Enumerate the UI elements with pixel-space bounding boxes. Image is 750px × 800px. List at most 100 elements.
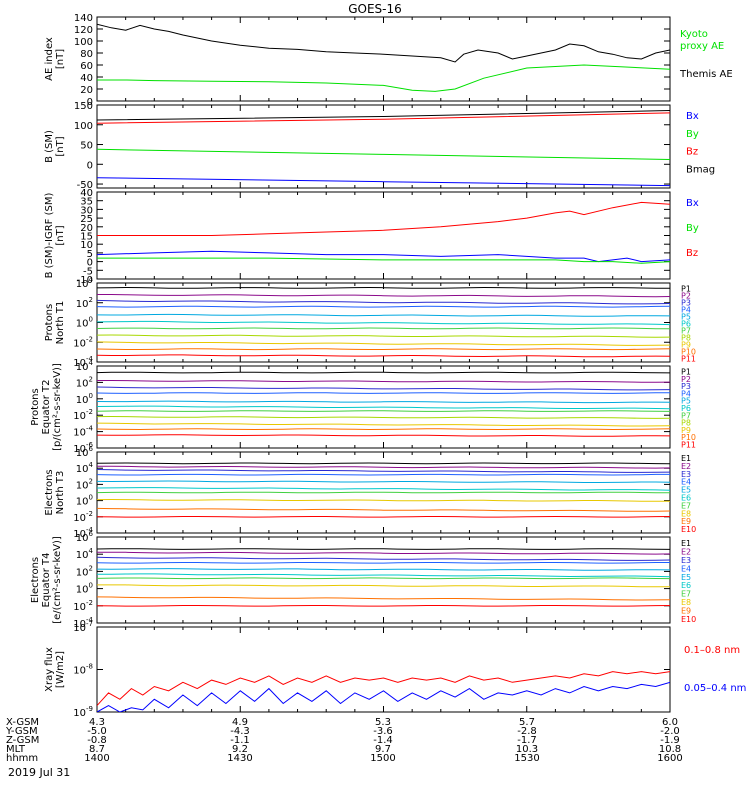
channel-p2 bbox=[97, 294, 670, 298]
y-tick-label: 15 bbox=[80, 232, 93, 243]
series-bx bbox=[97, 177, 670, 187]
ephem-value: 9.2 bbox=[232, 744, 248, 755]
y-tick-label: 104 bbox=[76, 461, 94, 475]
legend-e8: E8 bbox=[681, 598, 691, 607]
legend-p1: P1 bbox=[681, 368, 691, 377]
y-tick-label: 10-8 bbox=[73, 663, 93, 677]
legend-bx: Bx bbox=[686, 198, 699, 209]
y-tick-label: 35 bbox=[80, 197, 93, 208]
channel-e9 bbox=[97, 507, 670, 512]
ephem-value: 1400 bbox=[84, 753, 109, 764]
y-tick-label: 102 bbox=[76, 296, 93, 310]
y-axis-label: ProtonsEquator T2[p/(cm²-s-sr-keV)] bbox=[30, 363, 63, 451]
series-bmag bbox=[97, 110, 670, 121]
y-tick-label: 100 bbox=[76, 582, 93, 596]
ephem-value: -1.9 bbox=[660, 735, 680, 746]
y-tick-label: 120 bbox=[74, 25, 93, 36]
legend-bz: Bz bbox=[686, 147, 698, 158]
channel-p5 bbox=[97, 313, 670, 317]
series-by bbox=[97, 148, 670, 160]
channel-e8 bbox=[97, 498, 670, 502]
y-tick-label: 100 bbox=[76, 392, 93, 406]
y-tick-label: 10-2 bbox=[73, 599, 93, 613]
ephem-value: -2.8 bbox=[517, 726, 537, 737]
channel-p8 bbox=[97, 334, 670, 338]
channel-e3 bbox=[97, 469, 670, 473]
legend-by: By bbox=[686, 223, 699, 234]
series-0-05-0-4-nm bbox=[97, 681, 670, 712]
channel-e7 bbox=[97, 577, 670, 580]
ephem-value: -2.0 bbox=[660, 726, 680, 737]
legend-e7: E7 bbox=[681, 590, 691, 599]
legend-p4: P4 bbox=[681, 306, 691, 315]
channel-p8 bbox=[97, 415, 670, 419]
y-tick-label: 140 bbox=[74, 13, 93, 24]
channel-e2 bbox=[97, 551, 670, 555]
series-themis-ae bbox=[97, 23, 670, 63]
legend-e4: E4 bbox=[681, 564, 691, 573]
y-axis-label: Xray flux[W/m2] bbox=[44, 647, 66, 692]
channel-p10 bbox=[97, 348, 670, 351]
series-0-1-0-8-nm bbox=[97, 671, 670, 706]
ephem-value: 4.9 bbox=[232, 717, 248, 728]
ephem-value: 1600 bbox=[657, 753, 682, 764]
figure-title: GOES-16 bbox=[348, 2, 402, 16]
legend-bx: Bx bbox=[686, 111, 699, 122]
y-tick-label: 106 bbox=[76, 530, 94, 544]
y-tick-label: 20 bbox=[80, 223, 93, 234]
channel-e2 bbox=[97, 465, 670, 469]
y-axis-label: ProtonsNorth T1 bbox=[44, 301, 66, 345]
y-axis-label: AE index[nT] bbox=[44, 37, 66, 81]
legend-by: By bbox=[686, 129, 699, 140]
y-tick-label: 25 bbox=[80, 214, 93, 225]
y-tick-label: 40 bbox=[80, 73, 93, 84]
y-tick-label: 10-7 bbox=[73, 620, 93, 634]
y-tick-label: 100 bbox=[74, 121, 93, 132]
series-kyoto-proxy-ae bbox=[97, 64, 670, 92]
legend-e9: E9 bbox=[681, 517, 691, 526]
series-group bbox=[97, 201, 670, 264]
series-bz bbox=[97, 112, 670, 124]
ephem-row-label: Z-GSM bbox=[6, 735, 39, 746]
legend-e4: E4 bbox=[681, 478, 691, 487]
legend-bz: Bz bbox=[686, 248, 698, 259]
channel-e5 bbox=[97, 568, 670, 571]
series-bx bbox=[97, 250, 670, 263]
legend-p6: P6 bbox=[681, 404, 691, 413]
ephem-value: 1530 bbox=[514, 753, 539, 764]
legend-kyoto-proxy-ae: Kyoto proxy AE bbox=[680, 29, 724, 52]
legend-p9: P9 bbox=[681, 341, 691, 350]
legend-p10: P10 bbox=[681, 433, 696, 442]
y-tick-label: 10-2 bbox=[73, 510, 93, 524]
legend-p3: P3 bbox=[681, 299, 691, 308]
ephem-row-label: MLT bbox=[6, 744, 26, 755]
y-tick-label: 0 bbox=[87, 97, 93, 108]
series-by bbox=[97, 257, 670, 264]
channel-p11 bbox=[97, 434, 670, 437]
legend-e1: E1 bbox=[681, 539, 691, 548]
y-tick-label: 30 bbox=[80, 205, 93, 216]
legend-0-05-0-4-nm: 0.05–0.4 nm bbox=[684, 683, 746, 694]
y-tick-label: 102 bbox=[76, 477, 93, 491]
ephem-value: -4.3 bbox=[230, 726, 250, 737]
channel-p3 bbox=[97, 299, 670, 305]
y-tick-label: 10-4 bbox=[73, 425, 93, 439]
y-tick-label: 60 bbox=[80, 61, 93, 72]
channel-p4 bbox=[97, 392, 670, 394]
legend-0-1-0-8-nm: 0.1–0.8 nm bbox=[684, 645, 740, 656]
legend-e10: E10 bbox=[681, 525, 696, 534]
y-axis-label: B (SM)-IGRF (SM)[nT] bbox=[44, 193, 66, 279]
legend-p6: P6 bbox=[681, 320, 691, 329]
channel-e5 bbox=[97, 480, 670, 483]
y-tick-label: 20 bbox=[80, 85, 93, 96]
series-group bbox=[97, 462, 670, 518]
ephem-value: 10.8 bbox=[659, 744, 681, 755]
legend-p4: P4 bbox=[681, 389, 691, 398]
y-tick-label: -50 bbox=[77, 180, 93, 191]
y-tick-label: 10-2 bbox=[73, 335, 93, 349]
series-bz bbox=[97, 201, 670, 236]
legend-bmag: Bmag bbox=[686, 164, 715, 175]
legend-p8: P8 bbox=[681, 334, 691, 343]
